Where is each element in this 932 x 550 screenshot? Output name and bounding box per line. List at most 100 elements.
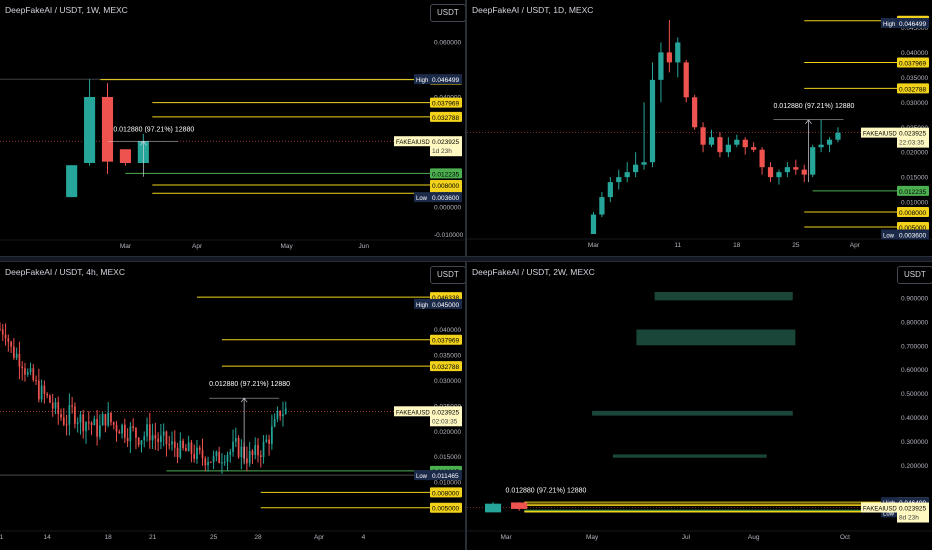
candle-body	[110, 412, 112, 423]
candle-body	[1, 329, 4, 335]
badge-value-text: 0.045000	[432, 302, 459, 309]
level-price-label-text: 0.008000	[432, 490, 459, 497]
candle-body	[57, 402, 60, 415]
current-price-text: 0.023925	[899, 131, 926, 138]
price-tick-label: 0.000000	[434, 205, 461, 212]
candle-body	[265, 439, 268, 442]
candle-body	[87, 422, 90, 424]
time-tick-label: May	[281, 243, 294, 250]
candle-body	[137, 437, 140, 445]
candle-body	[79, 414, 82, 423]
chart-canvas[interactable]: 0.012880 (97.21%) 128800.0600000.0400000…	[0, 0, 465, 256]
candle-body	[107, 412, 110, 426]
candle-body	[767, 167, 774, 178]
currency-button[interactable]: USDT	[897, 266, 932, 284]
candle-body	[90, 422, 93, 426]
candle-body	[82, 414, 85, 432]
pane-divider-horizontal[interactable]	[0, 256, 932, 262]
time-tick-label: 21	[149, 534, 157, 541]
candle-body	[818, 144, 824, 148]
badge-tag-bg	[414, 298, 430, 309]
chart-pane-1w[interactable]: 0.012880 (97.21%) 128800.0600000.0400000…	[0, 0, 465, 256]
candle-body	[18, 353, 21, 367]
time-tick-label: Apr	[850, 242, 861, 249]
candle-body	[826, 139, 833, 145]
level-price-label-text: 0.005000	[432, 506, 459, 513]
chart-canvas[interactable]: 0.012880 (97.21%) 12880 0.900000 0.800000 0…	[467, 262, 932, 550]
high-badge: High 0.045000	[414, 298, 462, 309]
candle-body	[135, 428, 137, 438]
level-price-label-bg	[430, 334, 462, 345]
candle-body	[237, 437, 240, 458]
chart-pane-4h[interactable]: 0.012880 (97.21%) 12880 0.045000 0.040000 0…	[0, 262, 465, 550]
level-price-label-bg	[430, 168, 462, 179]
candle-body	[165, 431, 168, 445]
chart-canvas[interactable]: 0.012880 (97.21%) 12880 0.045000 0.040000 0…	[0, 262, 465, 550]
price-tick-label: 0.200000	[901, 463, 928, 470]
price-axis[interactable]	[430, 0, 465, 256]
level-price-label-text: 0.005000	[899, 225, 926, 232]
price-tick-label: 0.030000	[901, 100, 928, 107]
badge-value-bg	[430, 470, 462, 481]
time-tick-label: 25	[210, 534, 218, 541]
symbol-tag-bg	[861, 127, 897, 138]
price-axis[interactable]	[430, 262, 465, 550]
countdown-text: 22:03:35	[899, 140, 925, 147]
chart-pane-1d[interactable]: 0.012880 (97.21%) 12880 0.045000 0.040000 0…	[467, 0, 932, 256]
chart-title: DeepFakeAI / USDT, 2W, MEXC	[472, 267, 595, 277]
candle-body	[734, 139, 740, 145]
badge-value-text: 0.046499	[432, 77, 459, 84]
symbol-tag-text: FAKEAIUSDT	[863, 132, 901, 138]
price-tick-label: 0.800000	[901, 319, 928, 326]
candle-body	[599, 197, 605, 215]
candle-body	[223, 461, 226, 463]
badge-value-bg	[430, 298, 462, 309]
time-tick-label: Jul	[682, 534, 691, 541]
candle-body	[262, 441, 265, 457]
candle-body	[74, 406, 76, 424]
candle-body	[101, 414, 104, 426]
badge-tag-text: High	[416, 78, 428, 84]
time-tick-label: Jun	[358, 243, 369, 250]
candle-body	[104, 414, 107, 426]
badge-tag-text: Low	[416, 196, 428, 202]
candle-body	[37, 380, 40, 400]
candle-body	[279, 410, 282, 417]
badge-value-text: 0.011465	[432, 473, 459, 480]
symbol-tag-text: FAKEAIUSDT	[396, 140, 434, 146]
countdown-text: 8d 23h	[899, 515, 919, 522]
candle-body	[221, 462, 223, 464]
chart-pane-2w[interactable]: 0.012880 (97.21%) 12880 0.900000 0.800000 0…	[467, 262, 932, 550]
candle-body	[65, 424, 68, 426]
badge-tag-text: High	[416, 303, 428, 309]
current-price-bg	[430, 406, 462, 427]
currency-button[interactable]: USDT	[430, 266, 465, 284]
level-price-label-text: 0.046338	[432, 295, 459, 302]
time-tick-label: Apr	[192, 243, 203, 250]
level-price-label-text: 0.032788	[432, 115, 459, 122]
candle-body	[801, 169, 807, 175]
symbol-tag-text: FAKEAIUSDT	[863, 507, 901, 513]
candle-body	[93, 418, 96, 426]
current-price-bg	[897, 127, 929, 148]
candle-body	[835, 132, 841, 140]
candle-body	[717, 137, 723, 153]
level-price-label: 0.032788	[897, 83, 929, 94]
time-tick-label: 28	[254, 534, 262, 541]
price-tick-label: 0.500000	[901, 391, 928, 398]
pane-divider-vertical[interactable]	[465, 0, 467, 550]
badge-value-text: 0.003600	[899, 233, 926, 240]
candle-body	[168, 444, 171, 446]
candle-body	[759, 149, 765, 168]
candle-body	[7, 338, 10, 342]
chart-canvas[interactable]: 0.012880 (97.21%) 12880 0.045000 0.040000 0…	[467, 0, 932, 256]
price-tick-label: 0.600000	[901, 367, 928, 374]
time-tick-label: Oct	[840, 534, 850, 541]
currency-button[interactable]: USDT	[430, 4, 465, 22]
price-tick-label: 0.060000	[434, 40, 461, 47]
price-tick-label: 0.015000	[901, 175, 928, 182]
badge-tag-bg	[881, 497, 897, 508]
time-tick-label: 11	[674, 242, 681, 249]
badge-value-bg	[897, 497, 929, 508]
